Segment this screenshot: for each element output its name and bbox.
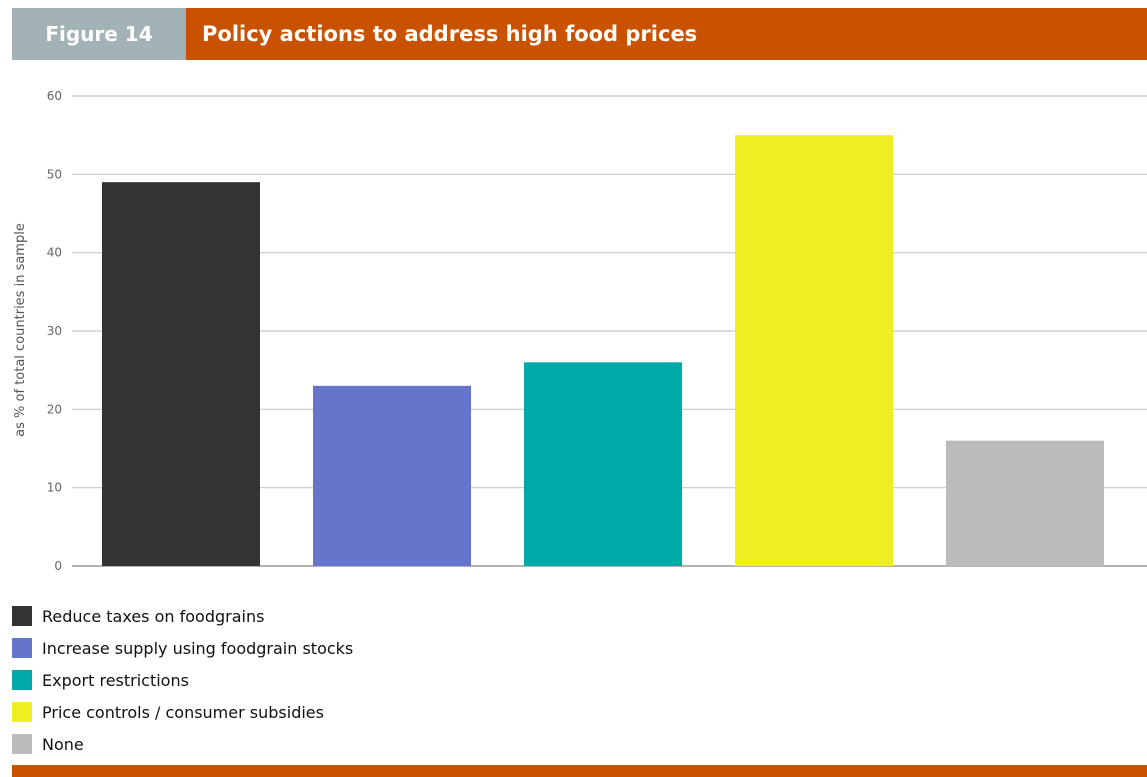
legend-label: Export restrictions	[42, 670, 189, 690]
legend: Reduce taxes on foodgrains Increase suppl…	[12, 600, 353, 760]
figure-title: Policy actions to address high food pric…	[186, 8, 1147, 60]
legend-swatch	[12, 670, 32, 690]
bar-chart: as % of total countries in sample 0 10 20 3…	[13, 89, 1147, 573]
legend-item: Increase supply using foodgrain stocks	[12, 632, 353, 664]
y-tick-label: 30	[47, 324, 62, 338]
bar-2	[313, 385, 471, 566]
y-tick-label: 60	[47, 89, 62, 103]
figure-header: Figure 14 Policy actions to address high…	[12, 8, 1147, 60]
y-tick-label: 40	[47, 246, 62, 260]
legend-item: Price controls / consumer subsidies	[12, 696, 353, 728]
legend-swatch	[12, 606, 32, 626]
legend-swatch	[12, 734, 32, 754]
legend-swatch	[12, 638, 32, 658]
y-tick-label: 10	[47, 481, 62, 495]
legend-label: None	[42, 734, 84, 754]
footer-bar	[12, 765, 1147, 777]
y-tick-label: 20	[47, 402, 62, 416]
y-tick-label: 50	[47, 167, 62, 181]
y-axis-label: as % of total countries in sample	[13, 223, 28, 437]
figure-number: Figure 14	[12, 8, 186, 60]
bar-4	[735, 135, 893, 566]
legend-label: Reduce taxes on foodgrains	[42, 606, 265, 626]
bar-5	[946, 440, 1104, 566]
legend-label: Increase supply using foodgrain stocks	[42, 638, 354, 658]
bar-1	[102, 182, 260, 566]
bars	[102, 135, 1104, 566]
y-tick-labels: 0 10 20 30 40 50 60	[47, 89, 62, 573]
legend-label: Price controls / consumer subsidies	[42, 702, 324, 722]
legend-item: Reduce taxes on foodgrains	[12, 600, 353, 632]
bar-3	[524, 362, 682, 566]
y-tick-label: 0	[54, 559, 62, 573]
legend-item: None	[12, 728, 353, 760]
legend-swatch	[12, 702, 32, 722]
legend-item: Export restrictions	[12, 664, 353, 696]
